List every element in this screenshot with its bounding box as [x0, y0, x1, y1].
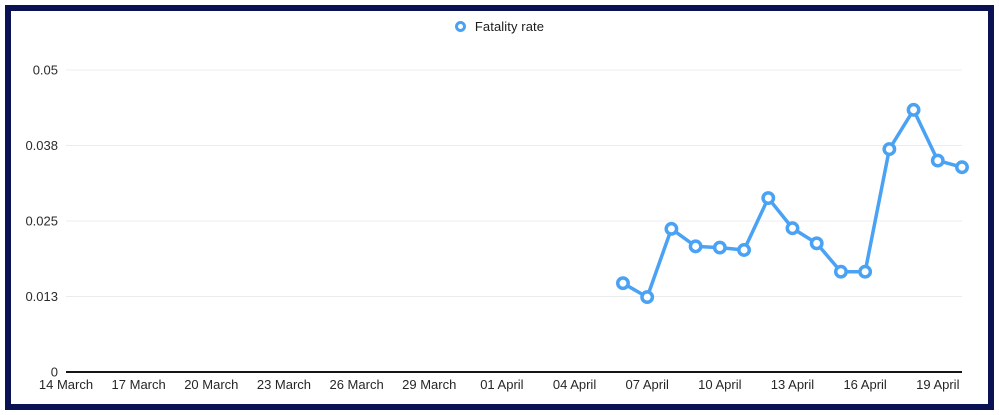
- legend-item-fatality-rate[interactable]: Fatality rate: [454, 19, 545, 34]
- x-axis-tick-label: 13 April: [771, 377, 814, 392]
- x-axis-tick-label: 17 March: [112, 377, 166, 392]
- data-point[interactable]: [640, 290, 655, 305]
- data-point[interactable]: [809, 236, 824, 251]
- x-axis-tick-label: 29 March: [402, 377, 456, 392]
- y-axis-tick-label: 0: [51, 365, 58, 380]
- y-axis-tick-label: 0.013: [25, 289, 58, 304]
- data-point[interactable]: [712, 240, 727, 255]
- data-point[interactable]: [737, 243, 752, 257]
- x-axis-tick-label: 26 March: [329, 377, 383, 392]
- data-point[interactable]: [761, 191, 776, 205]
- x-axis-tick-label: 04 April: [553, 377, 596, 392]
- y-axis-tick-label: 0.05: [33, 63, 58, 78]
- x-axis-tick-label: 23 March: [257, 377, 311, 392]
- x-axis-tick-label: 19 April: [916, 377, 959, 392]
- data-point[interactable]: [785, 221, 800, 236]
- data-point[interactable]: [688, 239, 703, 254]
- x-axis-tick-label: 01 April: [480, 377, 523, 392]
- data-point[interactable]: [833, 264, 848, 279]
- x-axis-tick-label: 10 April: [698, 377, 741, 392]
- chart-legend: Fatality rate: [0, 19, 999, 34]
- y-axis-tick-label: 0.025: [25, 214, 58, 229]
- data-point[interactable]: [858, 264, 873, 279]
- data-point[interactable]: [882, 142, 897, 157]
- x-axis-tick-label: 07 April: [626, 377, 669, 392]
- y-axis-tick-label: 0.038: [25, 138, 58, 153]
- series-line: [621, 108, 964, 299]
- data-point[interactable]: [616, 276, 630, 291]
- legend-circle-marker-icon: [454, 21, 466, 32]
- data-point[interactable]: [664, 221, 679, 236]
- data-point[interactable]: [955, 160, 969, 175]
- legend-label: Fatality rate: [474, 19, 545, 34]
- x-axis-tick-label: 14 March: [39, 377, 93, 392]
- x-axis-tick-label: 16 April: [843, 377, 886, 392]
- data-point[interactable]: [930, 153, 945, 168]
- x-axis-tick-label: 20 March: [184, 377, 238, 392]
- data-point[interactable]: [906, 102, 921, 117]
